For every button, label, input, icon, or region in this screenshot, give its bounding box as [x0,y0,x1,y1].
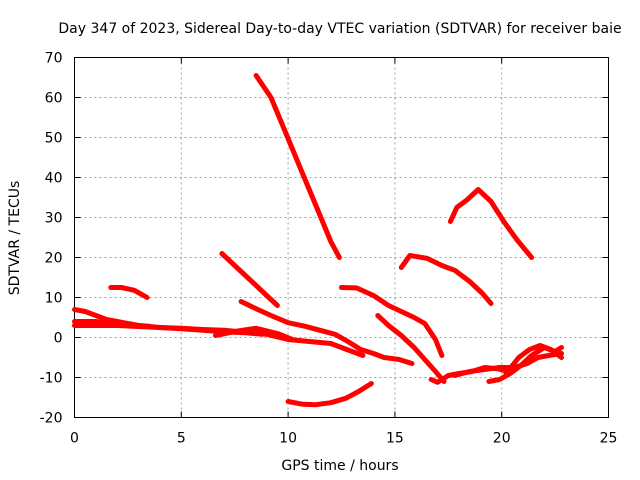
series-line-arc-13 [447,187,535,260]
series-line-arc-9 [285,381,374,408]
series-line-arc-10 [339,285,445,358]
chart-title: Day 347 of 2023, Sidereal Day-to-day VTE… [58,21,621,37]
y-tick-label: 30 [45,211,63,227]
x-tick-label: 15 [386,431,404,447]
series-line-arc-17 [503,343,564,376]
y-tick-label: 10 [45,291,63,307]
series-line-arc-7 [219,251,280,308]
series-line-arc-12 [398,253,494,306]
series-line-arc-5 [213,325,295,342]
y-tick-label: 20 [45,251,63,267]
grid-layer [74,57,609,418]
series-line-arc-11 [375,313,447,384]
y-tick-label: 50 [45,131,63,147]
plot-frame [74,57,609,418]
y-axis-label: SDTVAR / TECUs [7,181,23,296]
x-tick-label: 25 [600,431,618,447]
y-tick-label: 70 [45,51,63,67]
y-tick-label: 0 [54,331,63,347]
tick-layer: 0 5 10 15 20 25 70 60 50 40 30 20 10 0 -10 -20 [40,51,618,447]
x-tick-label: 10 [279,431,297,447]
series-line-arc-6 [253,73,342,260]
y-tick-label: -20 [40,411,63,427]
y-tick-label: -10 [40,371,63,387]
x-axis-label: GPS time / hours [281,458,398,474]
y-tick-label: 40 [45,171,63,187]
series-line-arc-4 [108,285,150,300]
series-line-arc-8 [238,299,415,366]
y-tick-label: 60 [45,91,63,107]
x-tick-label: 5 [177,431,186,447]
x-tick-label: 0 [70,431,79,447]
series-layer [72,73,564,408]
x-tick-label: 20 [493,431,511,447]
